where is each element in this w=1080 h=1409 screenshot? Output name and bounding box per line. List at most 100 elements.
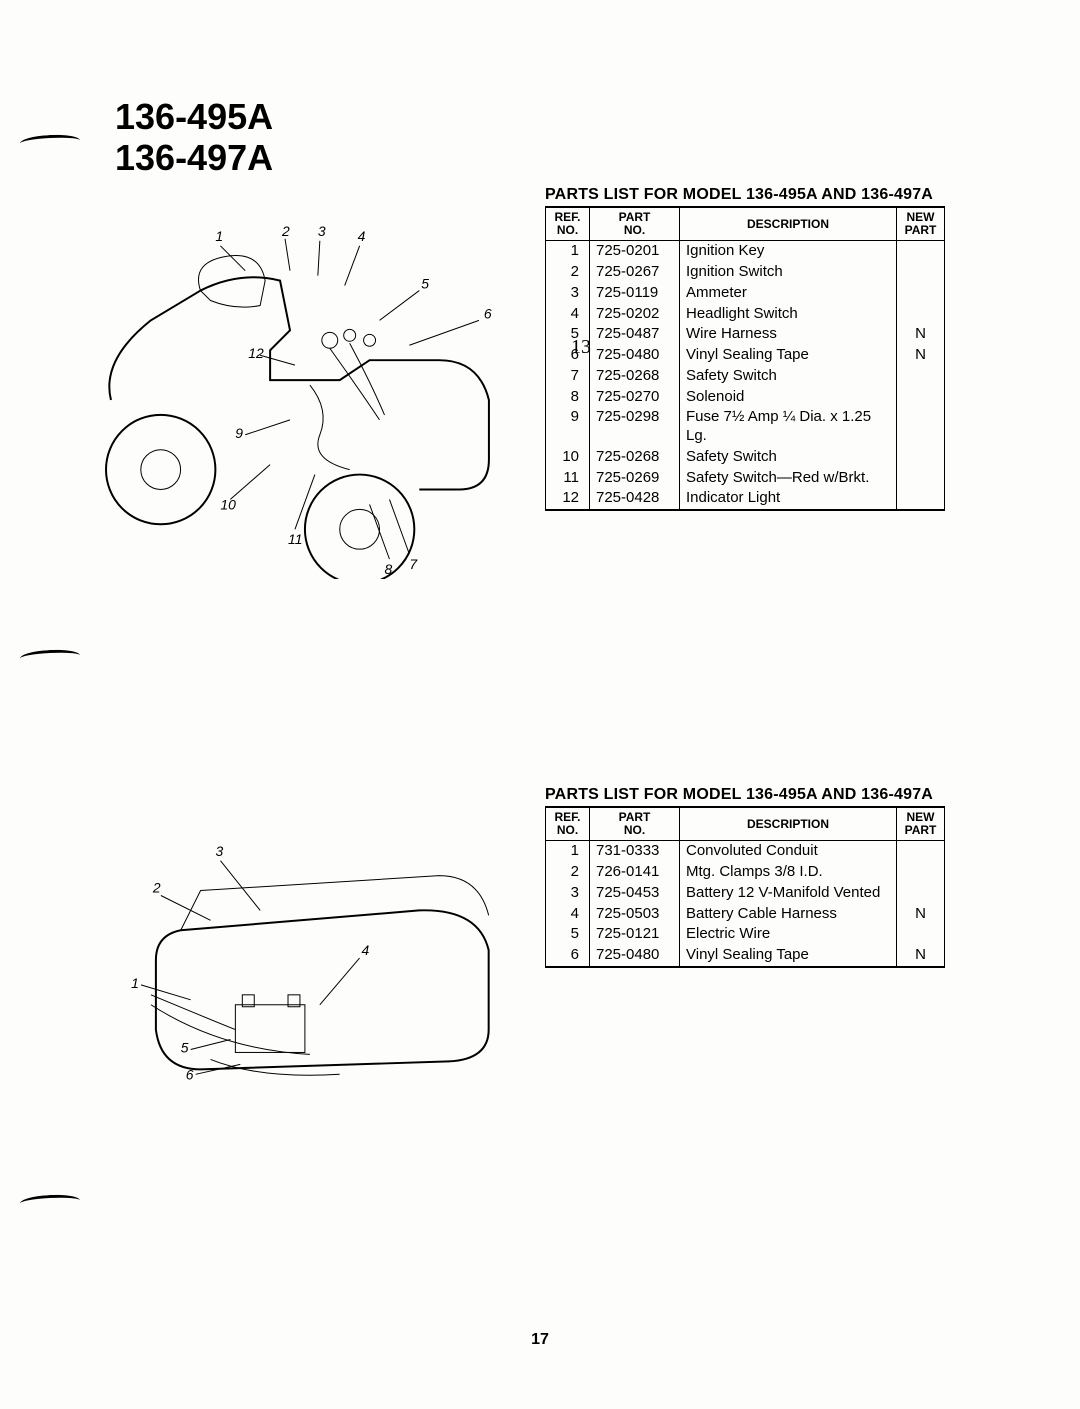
svg-text:4: 4 [358,228,366,244]
cell-partno: 725-0487 [590,324,680,345]
svg-text:2: 2 [152,880,161,896]
cell-newpart [897,488,945,510]
cell-desc: Electric Wire [680,924,897,945]
page-title: 136-495A 136-497A [115,96,273,179]
cell-ref: 1 [546,241,590,262]
table-row: 1731-0333Convoluted Conduit [546,841,945,862]
cell-desc: Indicator Light [680,488,897,510]
table-row: 4725-0503Battery Cable HarnessN [546,904,945,925]
cell-desc: Safety Switch [680,447,897,468]
cell-desc: Ignition Switch [680,262,897,283]
col-new: NEWPART [897,807,945,841]
cell-ref: 2 [546,862,590,883]
cell-newpart [897,407,945,447]
table-row: 9725-0298Fuse 7½ Amp ¼ Dia. x 1.25 Lg. [546,407,945,447]
cell-partno: 725-0268 [590,447,680,468]
svg-text:10: 10 [220,496,236,512]
table-row: 12725-0428Indicator Light [546,488,945,510]
cell-ref: 3 [546,283,590,304]
cell-ref: 6 [546,345,590,366]
table-row: 2725-0267Ignition Switch [546,262,945,283]
cell-partno: 725-0121 [590,924,680,945]
cell-ref: 9 [546,407,590,447]
cell-newpart [897,447,945,468]
model-line-1: 136-495A [115,96,273,137]
svg-text:2: 2 [281,223,290,239]
svg-text:7: 7 [409,556,418,572]
col-ref: REF.NO. [546,807,590,841]
cell-ref: 4 [546,904,590,925]
cell-desc: Fuse 7½ Amp ¼ Dia. x 1.25 Lg. [680,407,897,447]
table-row: 7725-0268Safety Switch [546,366,945,387]
cell-ref: 1 [546,841,590,862]
cell-ref: 11 [546,468,590,489]
cell-ref: 2 [546,262,590,283]
cell-partno: 725-0270 [590,387,680,408]
cell-desc: Convoluted Conduit [680,841,897,862]
svg-text:3: 3 [216,843,224,859]
cell-newpart [897,862,945,883]
cell-newpart [897,468,945,489]
cell-desc: Safety Switch—Red w/Brkt. [680,468,897,489]
table-row: 6725-0480Vinyl Sealing TapeN [546,345,945,366]
cell-partno: 731-0333 [590,841,680,862]
cell-newpart [897,883,945,904]
cell-partno: 725-0503 [590,904,680,925]
cell-newpart [897,241,945,262]
cell-partno: 725-0267 [590,262,680,283]
svg-text:5: 5 [181,1039,189,1055]
col-new: NEWPART [897,207,945,241]
page-number: 17 [0,1331,1080,1349]
svg-text:1: 1 [215,228,223,244]
cell-desc: Battery 12 V-Manifold Vented [680,883,897,904]
cell-desc: Safety Switch [680,366,897,387]
svg-text:9: 9 [235,425,243,441]
cell-newpart [897,387,945,408]
cell-newpart [897,283,945,304]
cell-newpart [897,304,945,325]
cell-desc: Vinyl Sealing Tape [680,345,897,366]
cell-partno: 725-0428 [590,488,680,510]
cell-ref: 3 [546,883,590,904]
cell-newpart: N [897,345,945,366]
cell-partno: 725-0119 [590,283,680,304]
exploded-diagram-tractor: 1 2 3 4 5 6 7 8 9 10 11 12 13 [60,210,520,580]
cell-desc: Mtg. Clamps 3/8 I.D. [680,862,897,883]
svg-text:5: 5 [421,276,429,292]
table-row: 3725-0119Ammeter [546,283,945,304]
parts-table-2-wrap: PARTS LIST FOR MODEL 136-495A AND 136-49… [545,786,945,968]
table-row: 2726-0141Mtg. Clamps 3/8 I.D. [546,862,945,883]
cell-partno: 725-0480 [590,945,680,967]
parts-table-1-wrap: PARTS LIST FOR MODEL 136-495A AND 136-49… [545,186,945,511]
cell-desc: Ammeter [680,283,897,304]
cell-newpart: N [897,904,945,925]
table-row: 4725-0202Headlight Switch [546,304,945,325]
cell-desc: Vinyl Sealing Tape [680,945,897,967]
cell-partno: 725-0298 [590,407,680,447]
svg-text:8: 8 [384,561,392,577]
cell-ref: 7 [546,366,590,387]
cell-desc: Headlight Switch [680,304,897,325]
cell-ref: 5 [546,324,590,345]
cell-desc: Ignition Key [680,241,897,262]
col-part: PARTNO. [590,807,680,841]
table-row: 6725-0480Vinyl Sealing TapeN [546,945,945,967]
col-desc: DESCRIPTION [680,807,897,841]
cell-partno: 725-0453 [590,883,680,904]
cell-desc: Wire Harness [680,324,897,345]
cell-ref: 6 [546,945,590,967]
table-row: 1725-0201Ignition Key [546,241,945,262]
cell-partno: 725-0480 [590,345,680,366]
cell-ref: 12 [546,488,590,510]
cell-partno: 725-0201 [590,241,680,262]
cell-desc: Battery Cable Harness [680,904,897,925]
table-row: 10725-0268Safety Switch [546,447,945,468]
col-desc: DESCRIPTION [680,207,897,241]
parts-table-2: REF.NO. PARTNO. DESCRIPTION NEWPART 1731… [545,806,945,968]
table-row: 8725-0270Solenoid [546,387,945,408]
cell-ref: 10 [546,447,590,468]
table-row: 3725-0453Battery 12 V-Manifold Vented [546,883,945,904]
parts-table-1-title: PARTS LIST FOR MODEL 136-495A AND 136-49… [545,186,945,204]
scan-artifact [20,1193,81,1210]
svg-text:11: 11 [288,531,302,547]
